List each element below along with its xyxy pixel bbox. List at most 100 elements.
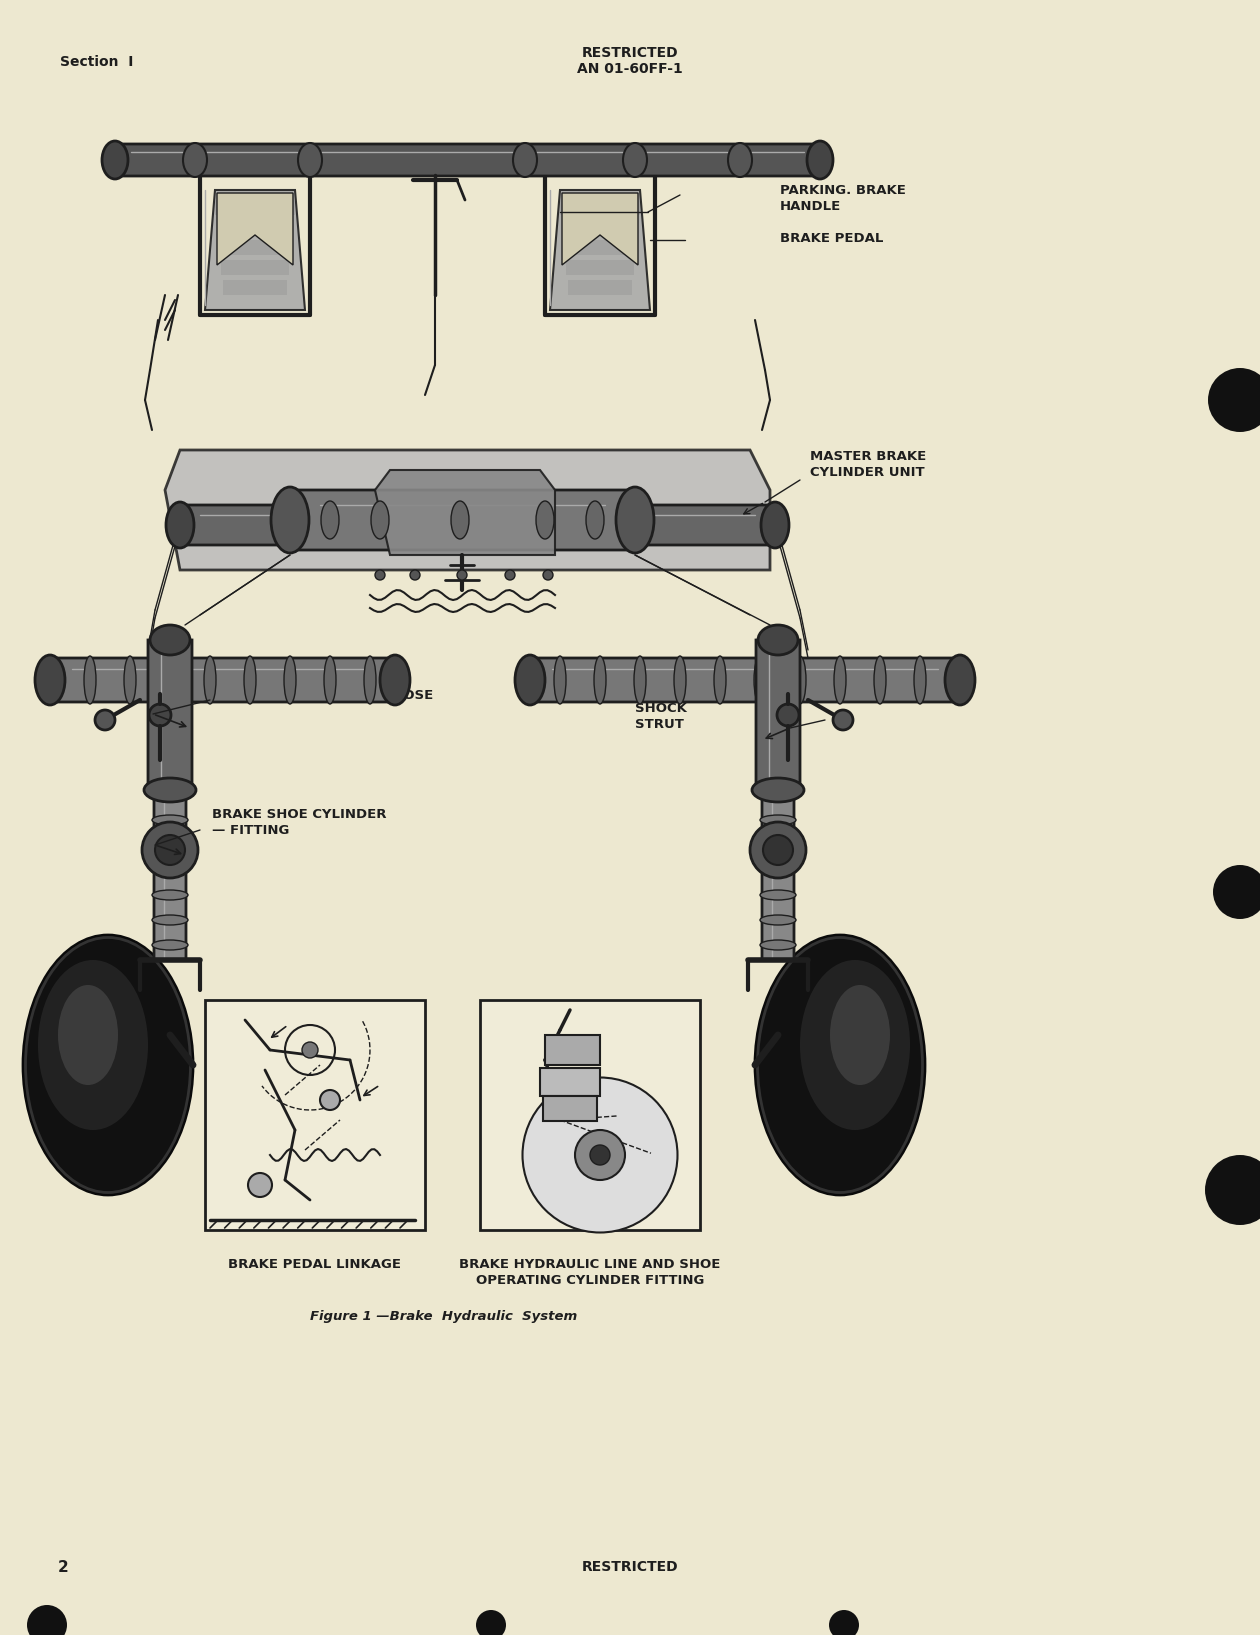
Polygon shape [205,190,305,311]
Ellipse shape [622,142,646,177]
FancyBboxPatch shape [622,505,775,544]
Circle shape [155,835,185,865]
Ellipse shape [321,500,339,540]
Ellipse shape [616,487,654,553]
Ellipse shape [634,656,646,705]
Ellipse shape [84,656,96,705]
Ellipse shape [760,889,796,899]
Bar [546,1035,600,1064]
Ellipse shape [513,142,537,177]
Ellipse shape [794,656,806,705]
Ellipse shape [777,705,799,726]
Ellipse shape [364,656,375,705]
Ellipse shape [759,625,798,656]
FancyBboxPatch shape [290,490,635,549]
Ellipse shape [833,710,853,729]
Polygon shape [568,280,633,294]
Text: FLEXIBLE BRAKE LINE HOSE: FLEXIBLE BRAKE LINE HOSE [226,688,433,701]
Text: Section  I: Section I [60,56,134,69]
Circle shape [764,835,793,865]
Ellipse shape [760,840,796,850]
Ellipse shape [150,625,190,656]
Ellipse shape [152,889,188,899]
Ellipse shape [755,935,925,1195]
Ellipse shape [674,656,685,705]
Ellipse shape [152,865,188,875]
Ellipse shape [451,500,469,540]
Ellipse shape [806,141,833,178]
Circle shape [476,1610,507,1635]
Ellipse shape [23,935,193,1195]
Polygon shape [566,260,634,275]
FancyBboxPatch shape [154,790,186,960]
Text: RESTRICTED: RESTRICTED [582,1560,678,1575]
Circle shape [1213,865,1260,919]
Ellipse shape [760,940,796,950]
Circle shape [457,571,467,580]
FancyBboxPatch shape [115,144,820,177]
Ellipse shape [381,656,410,705]
Polygon shape [223,280,287,294]
Ellipse shape [324,656,336,705]
Ellipse shape [752,778,804,803]
Ellipse shape [144,778,197,803]
Ellipse shape [760,865,796,875]
FancyBboxPatch shape [180,505,305,544]
Ellipse shape [728,142,752,177]
Bar [541,1068,600,1095]
Circle shape [320,1091,340,1110]
FancyBboxPatch shape [530,657,960,701]
Ellipse shape [123,656,136,705]
Ellipse shape [299,142,323,177]
Circle shape [543,571,553,580]
Ellipse shape [370,500,389,540]
Ellipse shape [554,656,566,705]
Ellipse shape [515,656,546,705]
Text: 2: 2 [58,1560,69,1575]
Ellipse shape [38,960,147,1130]
Text: PARKING. BRAKE
HANDLE: PARKING. BRAKE HANDLE [780,183,906,213]
Polygon shape [562,221,638,235]
Ellipse shape [152,840,188,850]
FancyBboxPatch shape [762,790,794,960]
Bar [543,1095,597,1122]
Circle shape [1205,1154,1260,1225]
Circle shape [248,1172,272,1197]
Polygon shape [215,199,295,214]
Polygon shape [551,190,650,311]
Circle shape [575,1130,625,1180]
Text: BRAKE SHOE CYLINDER
— FITTING: BRAKE SHOE CYLINDER — FITTING [212,808,387,837]
Ellipse shape [800,960,910,1130]
Polygon shape [559,199,640,214]
Polygon shape [564,240,636,255]
Ellipse shape [586,500,604,540]
Polygon shape [562,193,638,265]
Bar [480,1001,701,1230]
FancyBboxPatch shape [147,639,192,790]
Ellipse shape [914,656,926,705]
Circle shape [375,571,386,580]
Ellipse shape [714,656,726,705]
Bar [205,1001,425,1230]
Circle shape [142,822,198,878]
Ellipse shape [271,487,309,553]
Text: BRAKE HYDRAULIC LINE AND SHOE
OPERATING CYLINDER FITTING: BRAKE HYDRAULIC LINE AND SHOE OPERATING … [460,1257,721,1287]
Text: AN 01-60FF-1: AN 01-60FF-1 [577,62,683,75]
FancyBboxPatch shape [756,639,800,790]
Ellipse shape [152,814,188,826]
Ellipse shape [94,710,115,729]
Ellipse shape [152,916,188,925]
Polygon shape [375,469,554,554]
Polygon shape [217,221,294,235]
Ellipse shape [760,814,796,826]
Ellipse shape [830,984,890,1086]
Ellipse shape [35,656,66,705]
Polygon shape [165,450,770,571]
Polygon shape [217,193,294,265]
Ellipse shape [102,141,129,178]
FancyBboxPatch shape [50,657,394,701]
Ellipse shape [166,502,194,548]
Polygon shape [219,240,291,255]
Ellipse shape [164,656,176,705]
Ellipse shape [874,656,886,705]
